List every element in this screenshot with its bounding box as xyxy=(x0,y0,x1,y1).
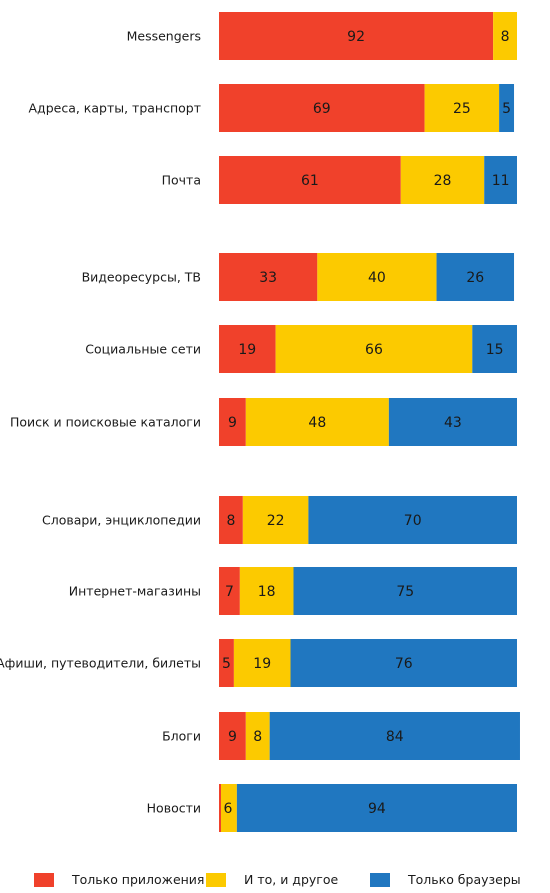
bar-segment-both xyxy=(493,12,517,60)
bar-segment-browsers-only xyxy=(472,325,517,373)
data-label: 19 xyxy=(238,342,256,358)
legend-item-both: И то, и другое xyxy=(206,872,338,887)
category-label: Почта xyxy=(162,173,201,188)
bar-segment-apps-only xyxy=(219,398,246,446)
data-label: 5 xyxy=(222,656,231,672)
category-label: Социальные сети xyxy=(85,342,201,357)
bar-segment-both xyxy=(245,398,389,446)
bar-segment-both xyxy=(245,712,270,760)
bar-segment-browsers-only xyxy=(236,784,517,832)
data-label: 26 xyxy=(466,270,484,286)
data-label: 9 xyxy=(228,729,237,745)
category-label: Словари, энциклопедии xyxy=(42,513,201,528)
bar-segment-browsers-only xyxy=(308,496,517,544)
data-label: 76 xyxy=(395,656,413,672)
bar-segment-apps-only xyxy=(219,84,425,132)
legend-swatch-both xyxy=(206,872,226,887)
legend-item-browsers-only: Только браузеры xyxy=(370,872,521,887)
category-label: Видеоресурсы, ТВ xyxy=(82,270,201,285)
bar-segment-both xyxy=(275,325,473,373)
legend-item-apps-only: Только приложения xyxy=(34,872,204,887)
bar-segment-apps-only xyxy=(219,712,246,760)
category-label: Новости xyxy=(147,801,201,816)
data-label: 84 xyxy=(386,729,404,745)
data-label: 8 xyxy=(253,729,262,745)
bar-segment-apps-only xyxy=(219,496,243,544)
bar-segment-browsers-only xyxy=(269,712,520,760)
data-label: 6 xyxy=(223,801,232,817)
bar-segment-browsers-only xyxy=(290,639,517,687)
bar-segment-both xyxy=(242,496,309,544)
bar-segment-apps-only xyxy=(219,253,318,301)
data-label: 25 xyxy=(453,101,471,117)
bar-segment-both xyxy=(424,84,500,132)
bar-segment-both xyxy=(233,639,291,687)
data-label: 11 xyxy=(492,173,510,189)
bar-segment-apps-only xyxy=(219,639,234,687)
bar-segment-browsers-only xyxy=(436,253,515,301)
data-label: 92 xyxy=(347,29,365,45)
data-label: 48 xyxy=(308,415,326,431)
bar-segment-apps-only xyxy=(219,567,240,615)
bar-segment-both xyxy=(317,253,437,301)
category-label: Интернет-магазины xyxy=(69,584,201,599)
bar-segment-both xyxy=(400,156,485,204)
data-label: 5 xyxy=(502,101,511,117)
data-label: 7 xyxy=(225,584,234,600)
data-label: 70 xyxy=(404,513,422,529)
data-label: 69 xyxy=(313,101,331,117)
bar-segment-both xyxy=(239,567,294,615)
bar-segment-browsers-only xyxy=(484,156,517,204)
bar-segment-apps-only xyxy=(219,156,401,204)
bar-segment-both xyxy=(219,784,237,832)
category-label: Афиши, путеводители, билеты xyxy=(0,656,201,671)
category-label: Адреса, карты, транспорт xyxy=(29,101,202,116)
data-label: 22 xyxy=(267,513,285,529)
data-label: 18 xyxy=(258,584,276,600)
data-label: 61 xyxy=(301,173,319,189)
bar-segment-browsers-only xyxy=(388,398,517,446)
bar-segment-apps-only xyxy=(219,325,276,373)
data-label: 75 xyxy=(396,584,414,600)
bar-segment-apps-only xyxy=(219,12,494,60)
bar-segment-apps-only xyxy=(219,784,221,832)
legend-label-browsers-only: Только браузеры xyxy=(408,872,521,887)
legend: Только приложения И то, и другое Только … xyxy=(0,868,550,890)
bar-segment-browsers-only xyxy=(499,84,515,132)
legend-label-both: И то, и другое xyxy=(244,872,339,887)
bar-segment-browsers-only xyxy=(293,567,517,615)
data-label: 9 xyxy=(228,415,237,431)
data-label: 94 xyxy=(368,801,386,817)
data-label: 66 xyxy=(365,342,383,358)
data-label: 15 xyxy=(486,342,504,358)
data-label: 8 xyxy=(501,29,510,45)
category-label: Поиск и поисковые каталоги xyxy=(10,415,201,430)
legend-label-apps-only: Только приложения xyxy=(72,872,205,887)
data-label: 43 xyxy=(444,415,462,431)
data-label: 8 xyxy=(226,513,235,529)
legend-swatch-apps-only xyxy=(34,872,54,887)
data-label: 19 xyxy=(253,656,271,672)
data-label: 33 xyxy=(259,270,277,286)
data-label: 28 xyxy=(434,173,452,189)
legend-swatch-browsers-only xyxy=(370,872,390,887)
category-label: Блоги xyxy=(162,729,201,744)
data-label: 40 xyxy=(368,270,386,286)
category-label: Messengers xyxy=(127,29,201,44)
